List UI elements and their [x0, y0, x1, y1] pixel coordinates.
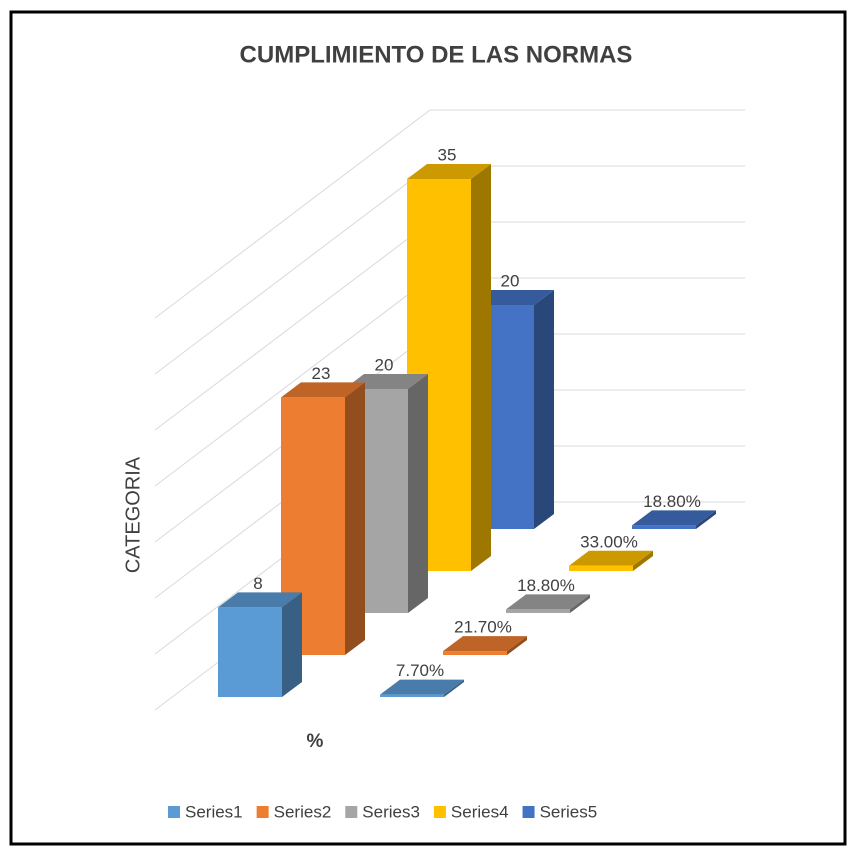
bar-top	[218, 592, 302, 608]
bar-side	[534, 290, 554, 529]
data-label: 7.70%	[396, 661, 444, 680]
legend-swatch	[168, 806, 180, 818]
bar-side	[471, 164, 491, 571]
legend-label: Series2	[274, 802, 332, 821]
data-label: 18.80%	[643, 492, 701, 511]
legend-swatch	[522, 806, 535, 818]
bar	[443, 651, 507, 655]
grid-line	[154, 109, 431, 319]
bar-top	[632, 510, 716, 526]
bar-3d	[218, 592, 302, 697]
bar-3d	[569, 550, 653, 571]
data-label: 23	[312, 364, 331, 383]
grid-line	[154, 165, 431, 375]
legend-label: Series4	[451, 802, 509, 821]
bar	[569, 565, 633, 571]
legend-swatch	[433, 806, 446, 818]
bar-3d	[506, 594, 590, 613]
bar-side	[696, 510, 716, 529]
bar-side	[570, 594, 590, 613]
legend-swatch	[256, 806, 269, 818]
y-axis-title: CATEGORIA	[122, 456, 144, 573]
bar-3d	[632, 510, 716, 529]
bar-side	[282, 592, 302, 697]
bar-3d	[281, 382, 365, 655]
data-label: 18.80%	[517, 576, 575, 595]
data-label: 20	[375, 355, 394, 374]
bar-top	[443, 636, 527, 652]
data-label: 35	[438, 145, 457, 164]
bar-top	[407, 164, 491, 179]
bar	[632, 525, 696, 529]
bar-top	[281, 382, 365, 398]
legend-swatch	[345, 806, 358, 818]
grid-line	[154, 221, 431, 431]
legend-label: Series5	[540, 802, 598, 821]
bar-top	[380, 679, 464, 695]
bar-side	[345, 382, 365, 655]
bar	[506, 609, 570, 613]
x-axis-title: %	[307, 731, 324, 752]
data-label: 21.70%	[454, 618, 512, 637]
bar-side	[444, 679, 464, 697]
bar-3d	[380, 679, 464, 697]
chart-title: CUMPLIMIENTO DE LAS NORMAS	[240, 41, 633, 68]
grid-line	[154, 277, 431, 487]
legend-label: Series1	[185, 802, 243, 821]
bar-top	[506, 594, 590, 610]
bar-3d	[443, 636, 527, 655]
bar	[380, 694, 444, 697]
bar	[218, 607, 282, 697]
bar-side	[408, 374, 428, 613]
data-label: 33.00%	[580, 532, 638, 551]
bar-side	[507, 636, 527, 655]
legend-label: Series3	[362, 802, 420, 821]
bar-side	[633, 550, 653, 571]
bar-top	[569, 550, 653, 566]
data-label: 8	[253, 574, 262, 593]
data-label: 20	[501, 271, 520, 290]
